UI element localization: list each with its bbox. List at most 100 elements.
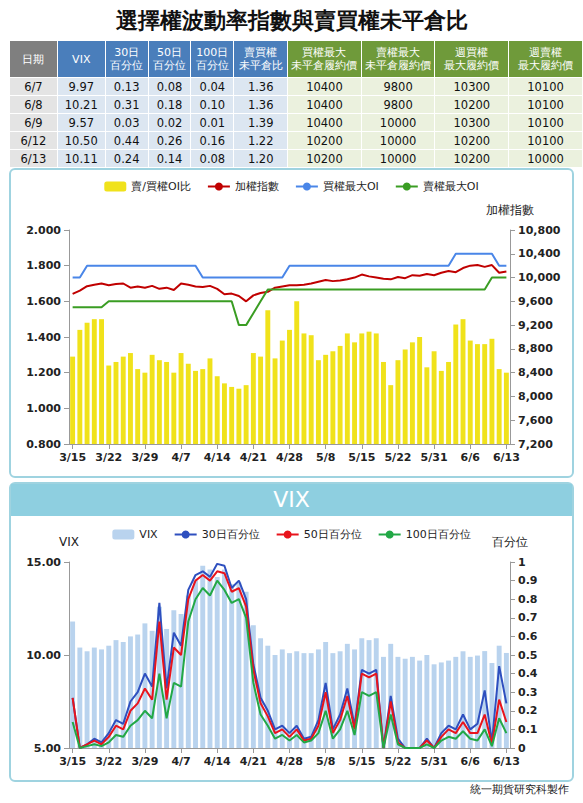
html-text:0.02: 0.02	[156, 115, 183, 130]
svg-text:加權指數: 加權指數	[235, 180, 279, 193]
html-text:1.36: 1.36	[247, 97, 274, 112]
svg-text:6/13: 6/13	[493, 451, 520, 464]
svg-text:0.8: 0.8	[518, 593, 538, 606]
svg-text:百分位: 百分位	[492, 535, 528, 549]
svg-text:4/14: 4/14	[204, 451, 231, 464]
svg-text:6/6: 6/6	[461, 755, 481, 768]
html-text:10100: 10100	[527, 79, 564, 94]
html-text:選擇權波動率指數與賣買權未平倉比: 選擇權波動率指數與賣買權未平倉比	[115, 8, 468, 33]
html-text:10300: 10300	[453, 115, 491, 130]
html-text:10100: 10100	[527, 115, 564, 130]
svg-text:4/7: 4/7	[171, 451, 190, 464]
svg-text:10,400: 10,400	[518, 247, 561, 260]
svg-text:3/15: 3/15	[59, 755, 86, 768]
html-text:0.31: 0.31	[113, 97, 140, 112]
html-text:0.01: 0.01	[199, 115, 226, 130]
svg-text:加權指數: 加權指數	[486, 203, 534, 217]
html-text:10300: 10300	[453, 79, 491, 94]
html-text:10.21: 10.21	[64, 97, 98, 112]
svg-text:5/22: 5/22	[384, 755, 411, 768]
svg-text:0.6: 0.6	[518, 630, 538, 643]
html-text:0.18: 0.18	[156, 97, 183, 112]
svg-text:4/21: 4/21	[240, 451, 267, 464]
svg-text:0.3: 0.3	[518, 686, 538, 699]
svg-text:賣權最大OI: 賣權最大OI	[423, 180, 479, 193]
svg-text:5/8: 5/8	[316, 451, 335, 464]
svg-text:5/31: 5/31	[421, 451, 448, 464]
html-text:1.36: 1.36	[247, 79, 274, 94]
html-text:9.57: 9.57	[68, 115, 95, 130]
html-text:0.10: 0.10	[199, 97, 226, 112]
svg-text:4/14: 4/14	[204, 755, 231, 768]
html-text:6/8: 6/8	[24, 97, 43, 112]
svg-text:5/31: 5/31	[421, 755, 448, 768]
svg-text:2.000: 2.000	[26, 224, 61, 237]
svg-text:0.2: 0.2	[518, 704, 538, 717]
svg-text:VIX: VIX	[59, 535, 79, 549]
svg-text:5/22: 5/22	[384, 451, 411, 464]
html-text:10400: 10400	[306, 115, 343, 130]
html-text:9.97: 9.97	[68, 79, 95, 94]
svg-text:0.4: 0.4	[518, 667, 538, 680]
svg-text:3/29: 3/29	[131, 451, 158, 464]
html-text:0.08: 0.08	[156, 79, 183, 94]
svg-text:30日百分位: 30日百分位	[202, 528, 260, 541]
svg-text:5.00: 5.00	[34, 742, 61, 755]
svg-text:1.000: 1.000	[26, 402, 61, 415]
svg-text:3/29: 3/29	[131, 755, 158, 768]
svg-text:0.9: 0.9	[518, 574, 538, 587]
svg-text:0.5: 0.5	[518, 649, 538, 662]
html-text:0.13: 0.13	[113, 79, 140, 94]
svg-text:5/15: 5/15	[348, 755, 375, 768]
svg-text:10,000: 10,000	[518, 271, 561, 284]
html-text:10400: 10400	[306, 79, 343, 94]
html-text:VIX: VIX	[273, 487, 310, 512]
html-text:10100: 10100	[527, 97, 564, 112]
svg-text:0.1: 0.1	[518, 723, 538, 736]
svg-text:1.200: 1.200	[26, 366, 61, 379]
svg-text:4/21: 4/21	[240, 755, 267, 768]
svg-text:4/28: 4/28	[276, 755, 303, 768]
svg-text:9,600: 9,600	[518, 295, 553, 308]
svg-text:10,800: 10,800	[518, 224, 561, 237]
html-text:6/7: 6/7	[24, 79, 43, 94]
html-text:0.04: 0.04	[199, 79, 226, 94]
svg-text:100日百分位: 100日百分位	[406, 528, 471, 541]
svg-text:3/22: 3/22	[95, 755, 122, 768]
svg-text:0.7: 0.7	[518, 611, 538, 624]
svg-text:3/15: 3/15	[59, 451, 86, 464]
svg-text:4/7: 4/7	[171, 755, 190, 768]
svg-text:5/8: 5/8	[316, 755, 335, 768]
svg-text:1: 1	[518, 556, 526, 569]
svg-text:6/13: 6/13	[493, 755, 520, 768]
svg-text:50日百分位: 50日百分位	[304, 528, 362, 541]
svg-text:10.00: 10.00	[26, 649, 61, 662]
html-text:10000: 10000	[379, 115, 417, 130]
html-text:0.03: 0.03	[113, 115, 140, 130]
html-text:9800: 9800	[383, 79, 413, 94]
svg-text:1.600: 1.600	[26, 295, 61, 308]
svg-text:1.400: 1.400	[26, 331, 61, 344]
svg-text:15.00: 15.00	[26, 556, 61, 569]
html-text:6/9: 6/9	[24, 115, 43, 130]
svg-text:8,000: 8,000	[518, 390, 553, 403]
svg-text:7,600: 7,600	[518, 414, 553, 427]
svg-text:0: 0	[518, 742, 526, 755]
svg-text:買權最大OI: 買權最大OI	[323, 180, 379, 193]
html-text:10400: 10400	[306, 97, 343, 112]
svg-text:5/15: 5/15	[348, 451, 375, 464]
svg-text:1.800: 1.800	[26, 259, 61, 272]
svg-text:賣/買權OI比: 賣/買權OI比	[131, 180, 191, 193]
svg-text:6/6: 6/6	[461, 451, 481, 464]
html-text:10200: 10200	[453, 97, 491, 112]
svg-text:3/22: 3/22	[95, 451, 122, 464]
svg-text:9,200: 9,200	[518, 319, 553, 332]
svg-text:VIX: VIX	[139, 528, 158, 541]
svg-text:4/28: 4/28	[276, 451, 303, 464]
svg-text:8,800: 8,800	[518, 342, 553, 355]
html-text:9800: 9800	[383, 97, 413, 112]
svg-text:0.800: 0.800	[26, 438, 61, 451]
svg-text:8,400: 8,400	[518, 366, 553, 379]
html-text:1.39: 1.39	[247, 115, 274, 130]
svg-text:7,200: 7,200	[518, 438, 553, 451]
